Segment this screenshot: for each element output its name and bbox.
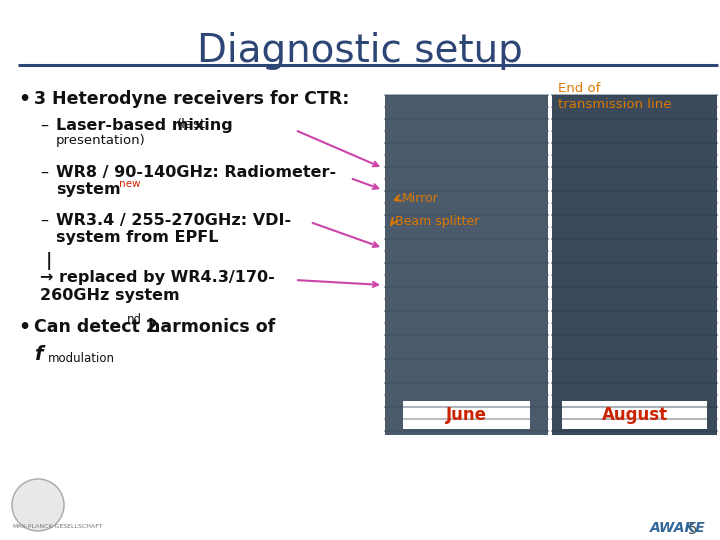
- Bar: [385, 95, 548, 435]
- Text: system from EPFL: system from EPFL: [56, 230, 218, 245]
- Text: –: –: [40, 213, 48, 228]
- Text: WR8 / 90-140GHz: Radiometer-: WR8 / 90-140GHz: Radiometer-: [56, 165, 336, 180]
- Text: Mirror: Mirror: [402, 192, 438, 205]
- Text: harmonics of: harmonics of: [142, 318, 275, 336]
- Text: Can detect 2: Can detect 2: [34, 318, 158, 336]
- Bar: [403, 401, 530, 429]
- Text: system: system: [56, 182, 121, 197]
- Text: Beam splitter: Beam splitter: [395, 215, 480, 228]
- Text: nd: nd: [127, 313, 142, 326]
- Text: June: June: [446, 406, 487, 424]
- Text: → replaced by WR4.3/170-: → replaced by WR4.3/170-: [40, 270, 275, 285]
- Text: presentation): presentation): [56, 134, 145, 147]
- Text: (last: (last: [177, 118, 206, 131]
- Bar: [562, 401, 707, 429]
- Bar: [552, 95, 717, 435]
- Text: Laser-based mixing: Laser-based mixing: [56, 118, 238, 133]
- Text: MAX-PLANCK-GESELLSCHAFT: MAX-PLANCK-GESELLSCHAFT: [12, 524, 103, 530]
- Text: |: |: [46, 252, 53, 270]
- Text: new: new: [119, 179, 140, 189]
- Text: 260GHz system: 260GHz system: [40, 288, 179, 303]
- Text: WR3.4 / 255-270GHz: VDI-: WR3.4 / 255-270GHz: VDI-: [56, 213, 291, 228]
- Text: 3 Heterodyne receivers for CTR:: 3 Heterodyne receivers for CTR:: [34, 90, 349, 108]
- Text: •: •: [18, 318, 30, 337]
- Text: August: August: [601, 406, 667, 424]
- Text: –: –: [40, 165, 48, 180]
- Text: f: f: [34, 345, 42, 364]
- Text: modulation: modulation: [48, 352, 115, 365]
- Text: 5: 5: [688, 523, 698, 537]
- Text: •: •: [18, 90, 30, 109]
- Circle shape: [12, 479, 64, 531]
- Text: AWAKE: AWAKE: [650, 521, 706, 535]
- Text: –: –: [40, 118, 48, 133]
- Text: Diagnostic setup: Diagnostic setup: [197, 32, 523, 70]
- Text: End of
transmission line: End of transmission line: [558, 82, 672, 111]
